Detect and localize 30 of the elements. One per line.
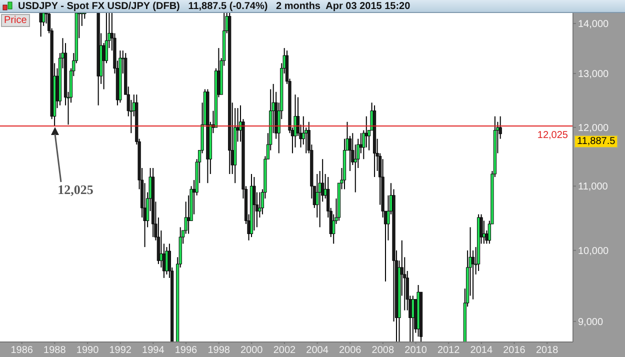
y-tick-label: 13,000 bbox=[578, 69, 610, 80]
x-tick-label: 1986 bbox=[10, 345, 34, 356]
x-tick-label: 1994 bbox=[142, 345, 165, 356]
y-tick-label: 10,000 bbox=[578, 246, 610, 257]
x-tick-label: 2002 bbox=[273, 345, 296, 356]
x-tick-label: 2014 bbox=[470, 345, 493, 356]
x-tick-label: 2016 bbox=[503, 345, 526, 356]
x-tick-label: 2012 bbox=[437, 345, 460, 356]
x-tick-label: 1996 bbox=[174, 345, 198, 356]
x-tick-label: 2008 bbox=[372, 345, 394, 356]
annotation: Price bbox=[1, 14, 30, 27]
annotation: 12,025 bbox=[58, 182, 94, 198]
y-tick-label: 11,000 bbox=[578, 182, 608, 193]
x-tick-label: 2006 bbox=[339, 345, 362, 356]
y-tick-label: 9,000 bbox=[578, 317, 604, 328]
text: 11,887.5 bbox=[574, 134, 618, 148]
x-tick-label: 2010 bbox=[404, 345, 428, 356]
x-tick-label: 1988 bbox=[44, 345, 66, 356]
x-tick-label: 2000 bbox=[240, 345, 264, 356]
x-tick-label: 1998 bbox=[208, 345, 230, 356]
candlestick bbox=[39, 13, 42, 38]
x-tick-label: 2018 bbox=[536, 345, 559, 356]
x-tick-label: 1990 bbox=[76, 345, 100, 356]
y-tick-label: 12,000 bbox=[578, 123, 610, 134]
y-tick-label: 14,000 bbox=[578, 19, 610, 30]
chart-title: USDJPY - Spot FX USD/JPY (DFB) 11,887.5 (-0.74%) 2 months Apr 03 2015 15:20 bbox=[18, 0, 410, 13]
candlestick bbox=[165, 246, 168, 275]
ref-line-label: 12,025 bbox=[537, 130, 568, 142]
x-tick-label: 2004 bbox=[306, 345, 329, 356]
x-tick-label: 1992 bbox=[109, 345, 132, 356]
